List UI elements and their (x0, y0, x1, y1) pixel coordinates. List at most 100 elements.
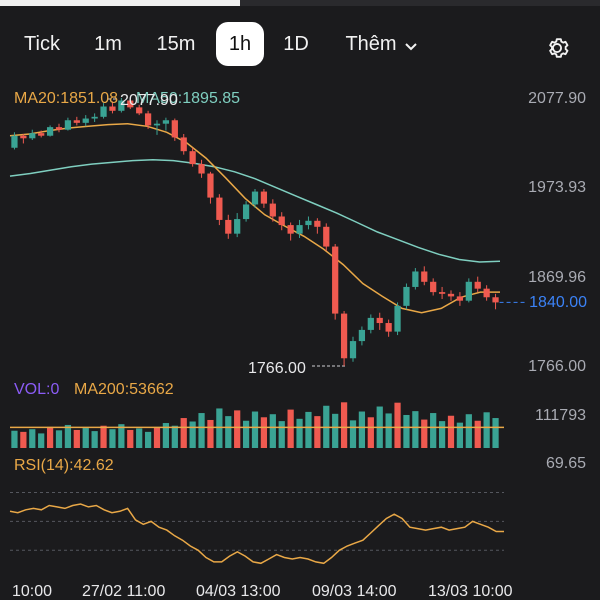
volume-bar (20, 431, 27, 448)
candle-body (323, 226, 330, 247)
volume-bar (162, 423, 170, 448)
loading-progress-bar (0, 0, 600, 6)
tab-more[interactable]: Thêm (336, 22, 426, 66)
volume-bar (305, 411, 312, 448)
candle-body (438, 292, 446, 294)
candle-body (278, 216, 285, 226)
candle-body (421, 271, 428, 282)
volume-bar (394, 402, 401, 448)
candle-body (492, 297, 499, 303)
gear-icon[interactable] (543, 34, 571, 62)
candle-body (296, 225, 303, 234)
y-tick-label: 1869.96 (528, 269, 586, 286)
volume-bar (189, 421, 196, 448)
candle-body (109, 106, 116, 111)
volume-bar (118, 424, 125, 448)
tab-tick[interactable]: Tick (24, 33, 60, 55)
tab-1m[interactable]: 1m (94, 33, 122, 55)
volume-bar (340, 402, 348, 448)
candle-body (305, 220, 312, 226)
volume-bar (430, 413, 437, 448)
volume-bar (207, 419, 214, 448)
x-tick-label: 09/03 14:00 (312, 583, 397, 600)
ma50-legend: MA50:1895.85 (136, 90, 240, 107)
ma20-legend: MA20:1851.08 (14, 90, 118, 107)
candle-body (465, 281, 472, 301)
tab-more-label: Thêm (345, 33, 397, 55)
candle-body (91, 116, 98, 119)
candle-body (11, 135, 18, 148)
candle-body (332, 246, 339, 314)
candle-body (340, 313, 348, 359)
volume-bar (127, 429, 134, 448)
x-tick-label: 10:00 (12, 583, 52, 600)
candle-body (456, 296, 464, 301)
y-tick-label: 1973.93 (528, 179, 586, 196)
volume-bar (234, 410, 241, 448)
volume-bar (144, 431, 152, 448)
candle-body (136, 107, 143, 114)
volume-bar (109, 429, 116, 448)
volume-bar (412, 411, 419, 448)
candle-body (189, 151, 196, 165)
volume-bar (198, 413, 205, 448)
volume-bar (421, 419, 428, 448)
volume-y-tick-label: 111793 (535, 407, 586, 424)
volume-bar (251, 411, 259, 448)
candle-body (483, 288, 490, 298)
candle-body (198, 164, 205, 174)
candle-body (269, 203, 276, 217)
candle-body (118, 100, 125, 111)
volume-bar (82, 428, 89, 448)
x-tick-label: 27/02 11:00 (82, 583, 165, 600)
candle-body (474, 281, 481, 289)
candle-body (100, 106, 107, 117)
candle-body (394, 305, 401, 332)
volume-bar (278, 421, 285, 448)
last-price-label: 1840.00 (529, 294, 587, 311)
volume-bar (100, 425, 107, 448)
chevron-down-icon (404, 23, 417, 67)
candle-body (55, 127, 63, 130)
candle-body (46, 127, 54, 136)
volume-bar (46, 426, 54, 448)
candle-body (144, 113, 152, 126)
volume-bar (180, 418, 187, 448)
candle-body (403, 286, 410, 306)
tab-15m[interactable]: 15m (156, 33, 196, 55)
tab-1d[interactable]: 1D (283, 33, 309, 55)
volume-bar (483, 412, 490, 448)
volume-bar (64, 424, 72, 448)
candle-body (153, 123, 161, 126)
candle-body (358, 329, 366, 342)
volume-bar (287, 409, 294, 448)
volume-bar (492, 418, 499, 448)
volume-bar (225, 416, 232, 448)
volume-bar (438, 421, 446, 448)
volume-bar (349, 420, 357, 448)
volume-bar (269, 414, 276, 448)
tab-1h[interactable]: 1h (216, 22, 264, 66)
volume-legend: VOL:0 (14, 381, 59, 398)
volume-bar (314, 416, 321, 448)
candle-body (64, 120, 72, 130)
candle-body (260, 191, 268, 204)
candle-body (29, 133, 36, 139)
volume-bar (38, 433, 45, 448)
volume-bar (171, 425, 178, 448)
volume-bar (29, 429, 36, 448)
volume-bar (296, 418, 303, 448)
candle-body (376, 317, 383, 324)
candle-body (385, 323, 392, 332)
volume-bar (474, 420, 481, 448)
volume-ma200-legend: MA200:53662 (74, 381, 174, 398)
volume-bar (367, 417, 374, 448)
candle-body (38, 133, 45, 136)
candle-body (225, 219, 232, 234)
candle-body (412, 271, 419, 287)
candle-body (20, 135, 27, 139)
candle-body (251, 191, 259, 205)
candle-body (171, 120, 178, 138)
volume-bar (11, 430, 18, 448)
